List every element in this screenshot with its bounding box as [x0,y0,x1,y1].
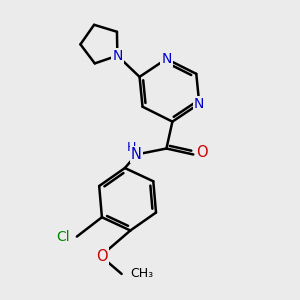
Text: O: O [196,146,208,160]
Text: N: N [194,97,205,111]
Text: N: N [112,49,123,63]
Text: CH₃: CH₃ [130,267,153,280]
Text: N: N [161,52,172,66]
Text: Cl: Cl [57,230,70,244]
Text: N: N [131,147,142,162]
Text: O: O [96,248,108,263]
Text: H: H [127,141,136,154]
